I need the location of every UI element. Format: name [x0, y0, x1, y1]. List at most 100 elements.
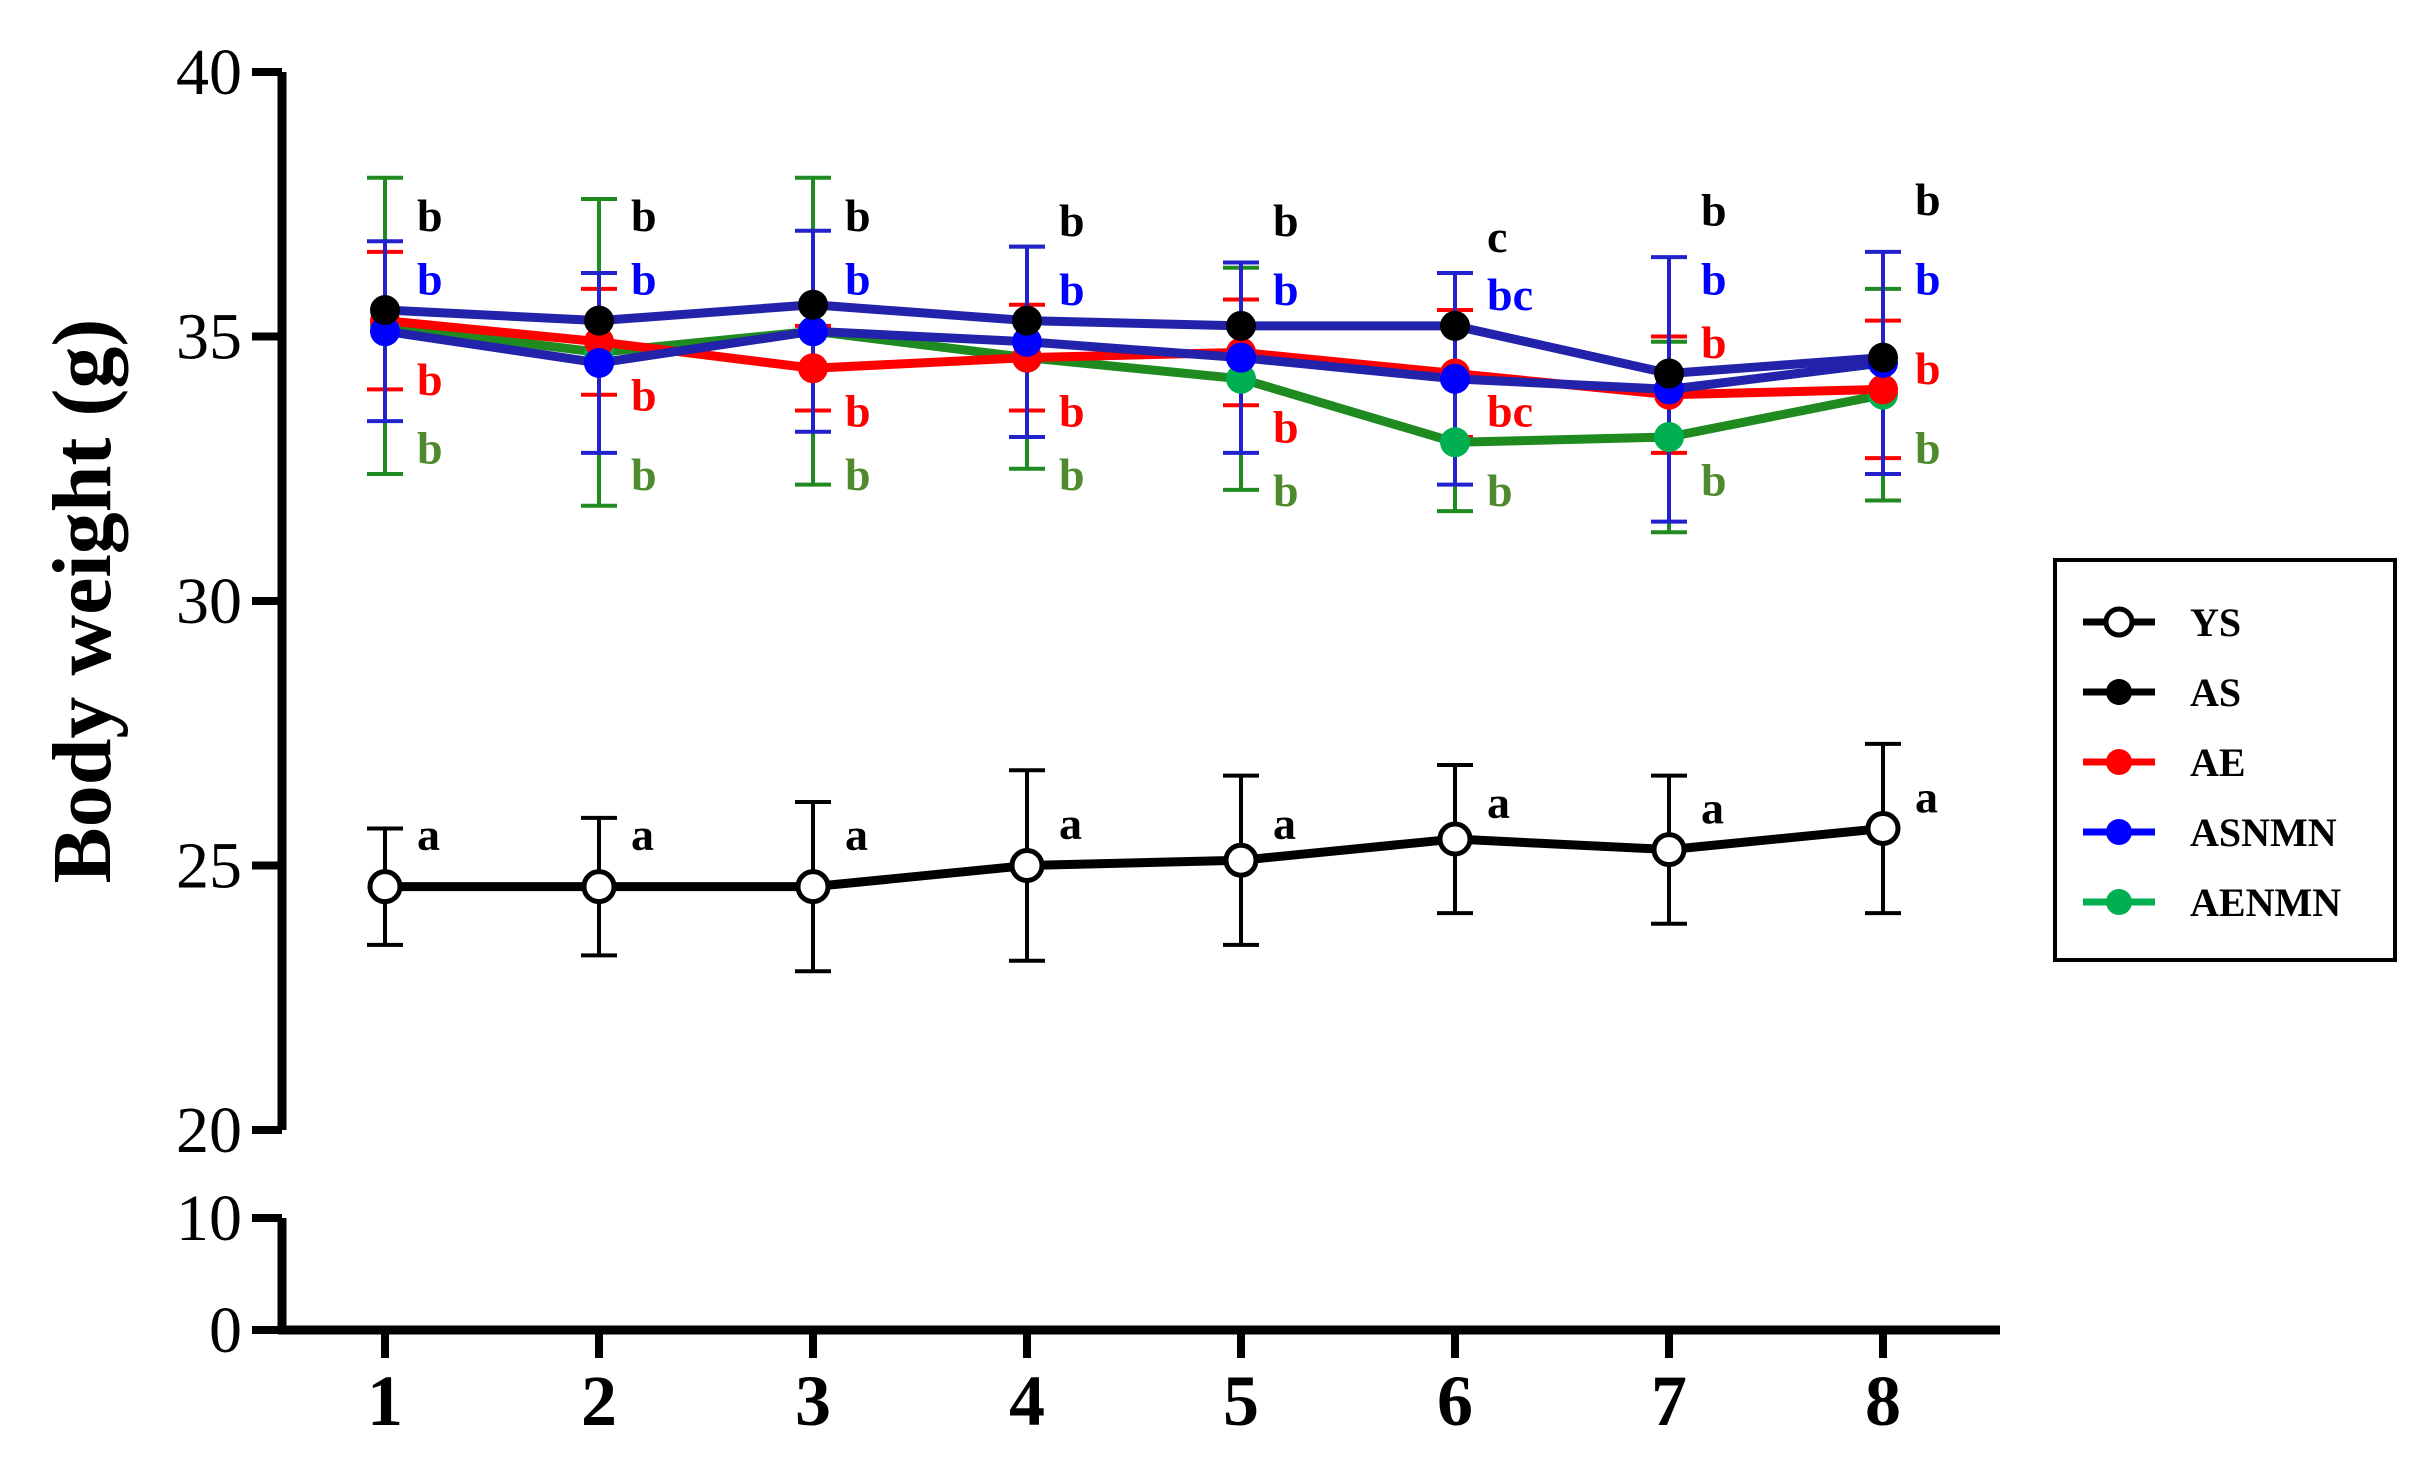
sig-label-as: b — [1273, 195, 1299, 246]
sig-label-ae: bc — [1487, 386, 1533, 437]
sig-label-ys: a — [417, 809, 440, 860]
series-markers — [367, 289, 1901, 905]
data-point-as — [1654, 358, 1684, 389]
sig-label-ys: a — [1915, 772, 1938, 823]
sig-label-as: b — [1915, 174, 1941, 225]
sig-label-ys: a — [1701, 782, 1724, 833]
y-axis-title: Body weight (g) — [36, 319, 129, 884]
y-tick-label: 0 — [209, 1294, 242, 1367]
sig-label-asnmn: b — [631, 253, 657, 304]
sig-label-ae: b — [631, 370, 657, 421]
data-point-aenmn — [1654, 422, 1684, 453]
sig-label-as: b — [845, 190, 871, 241]
x-tick-label: 1 — [367, 1361, 403, 1441]
x-tick-label: 6 — [1437, 1361, 1473, 1441]
sig-label-aenmn: b — [1915, 423, 1941, 474]
sig-label-as: c — [1487, 211, 1507, 262]
sig-label-aenmn: b — [1059, 449, 1085, 500]
sig-label-asnmn: b — [1273, 264, 1299, 315]
sig-label-aenmn: b — [1487, 465, 1513, 516]
sig-label-as: b — [631, 190, 657, 241]
legend-marker-aenmn — [2106, 889, 2132, 915]
sig-label-asnmn: b — [845, 253, 871, 304]
legend-label-ae: AE — [2190, 740, 2246, 785]
data-point-ys — [1651, 832, 1687, 868]
series-line-as — [384, 300, 1884, 379]
data-point-asnmn — [584, 347, 614, 378]
data-point-asnmn — [1226, 342, 1256, 373]
sig-label-asnmn: bc — [1487, 269, 1533, 320]
data-point-aenmn — [1440, 427, 1470, 458]
legend-marker-ys — [2103, 606, 2135, 638]
data-point-as — [798, 289, 828, 320]
legend-label-aenmn: AENMN — [2190, 880, 2341, 925]
sig-label-ys: a — [1273, 798, 1296, 849]
sig-label-aenmn: b — [631, 449, 657, 500]
sig-label-aenmn: b — [1273, 465, 1299, 516]
sig-label-as: b — [1059, 195, 1085, 246]
data-point-ys — [367, 869, 403, 905]
data-point-as — [584, 305, 614, 336]
sig-label-ae: b — [1059, 386, 1085, 437]
sig-label-ys: a — [631, 809, 654, 860]
data-point-ys — [1865, 810, 1901, 846]
legend-label-ys: YS — [2190, 600, 2241, 645]
sig-label-asnmn: b — [1915, 253, 1941, 304]
sig-label-as: b — [1701, 185, 1727, 236]
series-lines — [384, 300, 1884, 892]
sig-label-ae: b — [1915, 343, 1941, 394]
data-point-ae — [798, 353, 828, 384]
series-line-ys — [385, 823, 1884, 892]
sig-label-aenmn: b — [1701, 454, 1727, 505]
data-point-as — [1012, 305, 1042, 336]
data-point-ys — [1437, 821, 1473, 857]
data-point-asnmn — [370, 316, 400, 347]
x-tick-label: 5 — [1223, 1361, 1259, 1441]
data-point-as — [370, 295, 400, 326]
y-tick-label: 35 — [176, 301, 242, 374]
axes: 0 10 20 25 30 35 40 1 2 3 4 5 6 7 8 Body weight (g) — [36, 36, 2000, 1441]
sig-label-ae: b — [417, 354, 443, 405]
sig-label-ys: a — [1487, 777, 1510, 828]
y-tick-label: 20 — [176, 1094, 242, 1167]
data-point-ae — [1868, 374, 1898, 405]
sig-label-ae: b — [1701, 317, 1727, 368]
data-point-ys — [581, 869, 617, 905]
sig-label-asnmn: b — [417, 253, 443, 304]
sig-label-aenmn: b — [845, 449, 871, 500]
x-tick-label: 2 — [581, 1361, 617, 1441]
data-point-asnmn — [1440, 363, 1470, 394]
legend-marker-asnmn — [2106, 819, 2132, 845]
y-tick-label: 30 — [176, 565, 242, 638]
sig-label-ys: a — [845, 809, 868, 860]
y-tick-label: 40 — [176, 36, 242, 109]
data-point-ys — [1009, 848, 1045, 883]
legend-marker-as — [2106, 679, 2132, 705]
sig-label-ae: b — [1273, 401, 1299, 452]
data-point-aenmn — [1226, 363, 1256, 394]
x-tick-label: 7 — [1651, 1361, 1687, 1441]
sig-label-as: b — [417, 190, 443, 241]
data-point-ae — [584, 326, 614, 357]
sig-label-aenmn: b — [417, 423, 443, 474]
data-point-ys — [1223, 842, 1259, 878]
data-point-asnmn — [798, 316, 828, 347]
data-point-as — [1868, 342, 1898, 373]
legend-label-asnmn: ASNMN — [2190, 810, 2337, 855]
legend-marker-ae — [2106, 749, 2132, 775]
x-tick-label: 4 — [1009, 1361, 1045, 1441]
sig-label-asnmn: b — [1059, 264, 1085, 315]
sig-label-ys: a — [1059, 798, 1082, 849]
y-tick-label: 10 — [176, 1182, 242, 1255]
data-point-as — [1440, 310, 1470, 341]
data-point-asnmn — [1012, 326, 1042, 357]
x-tick-label: 8 — [1865, 1361, 1901, 1441]
sig-label-asnmn: b — [1701, 253, 1727, 304]
series-line-asnmn — [384, 326, 1884, 394]
x-tick-label: 3 — [795, 1361, 831, 1441]
legend: YS AS AE ASNMN AENMN — [2053, 558, 2397, 962]
sig-label-ae: b — [845, 386, 871, 437]
data-point-as — [1226, 310, 1256, 341]
